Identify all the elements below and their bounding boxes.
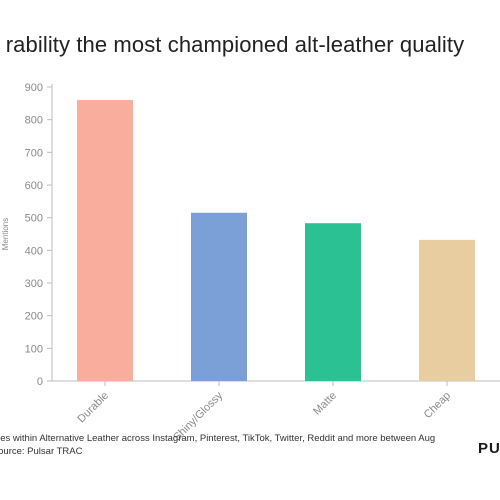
y-tick-label: 900 <box>25 82 43 94</box>
bar-matte <box>305 223 361 381</box>
y-tick-label: 700 <box>25 147 43 159</box>
y-tick-label: 0 <box>37 376 43 388</box>
y-tick-label: 300 <box>25 278 43 290</box>
y-axis-label: Mentions <box>1 218 10 250</box>
y-tick-label: 100 <box>25 343 43 355</box>
y-tick-label: 800 <box>25 115 43 127</box>
x-tick-label: Durable <box>75 390 111 426</box>
x-tick-label: Matte <box>311 390 339 418</box>
bar-shiny-glossy <box>191 212 247 381</box>
y-tick-label: 200 <box>25 311 43 323</box>
y-tick-label: 600 <box>25 180 43 192</box>
footer-line-1: alities within Alternative Leather acros… <box>0 433 436 444</box>
footer-line-2: - Source: Pulsar TRAC <box>0 446 83 457</box>
y-tick-label: 500 <box>25 213 43 225</box>
footer-notes: alities within Alternative Leather acros… <box>0 432 480 458</box>
x-tick-label: Cheap <box>422 390 453 421</box>
y-tick-label: 400 <box>25 245 43 257</box>
chart-title: rability the most championed alt-leather… <box>5 32 465 57</box>
bar-durable <box>77 100 133 382</box>
bar-cheap <box>419 239 475 381</box>
brand-logo-text: PU <box>478 440 500 457</box>
